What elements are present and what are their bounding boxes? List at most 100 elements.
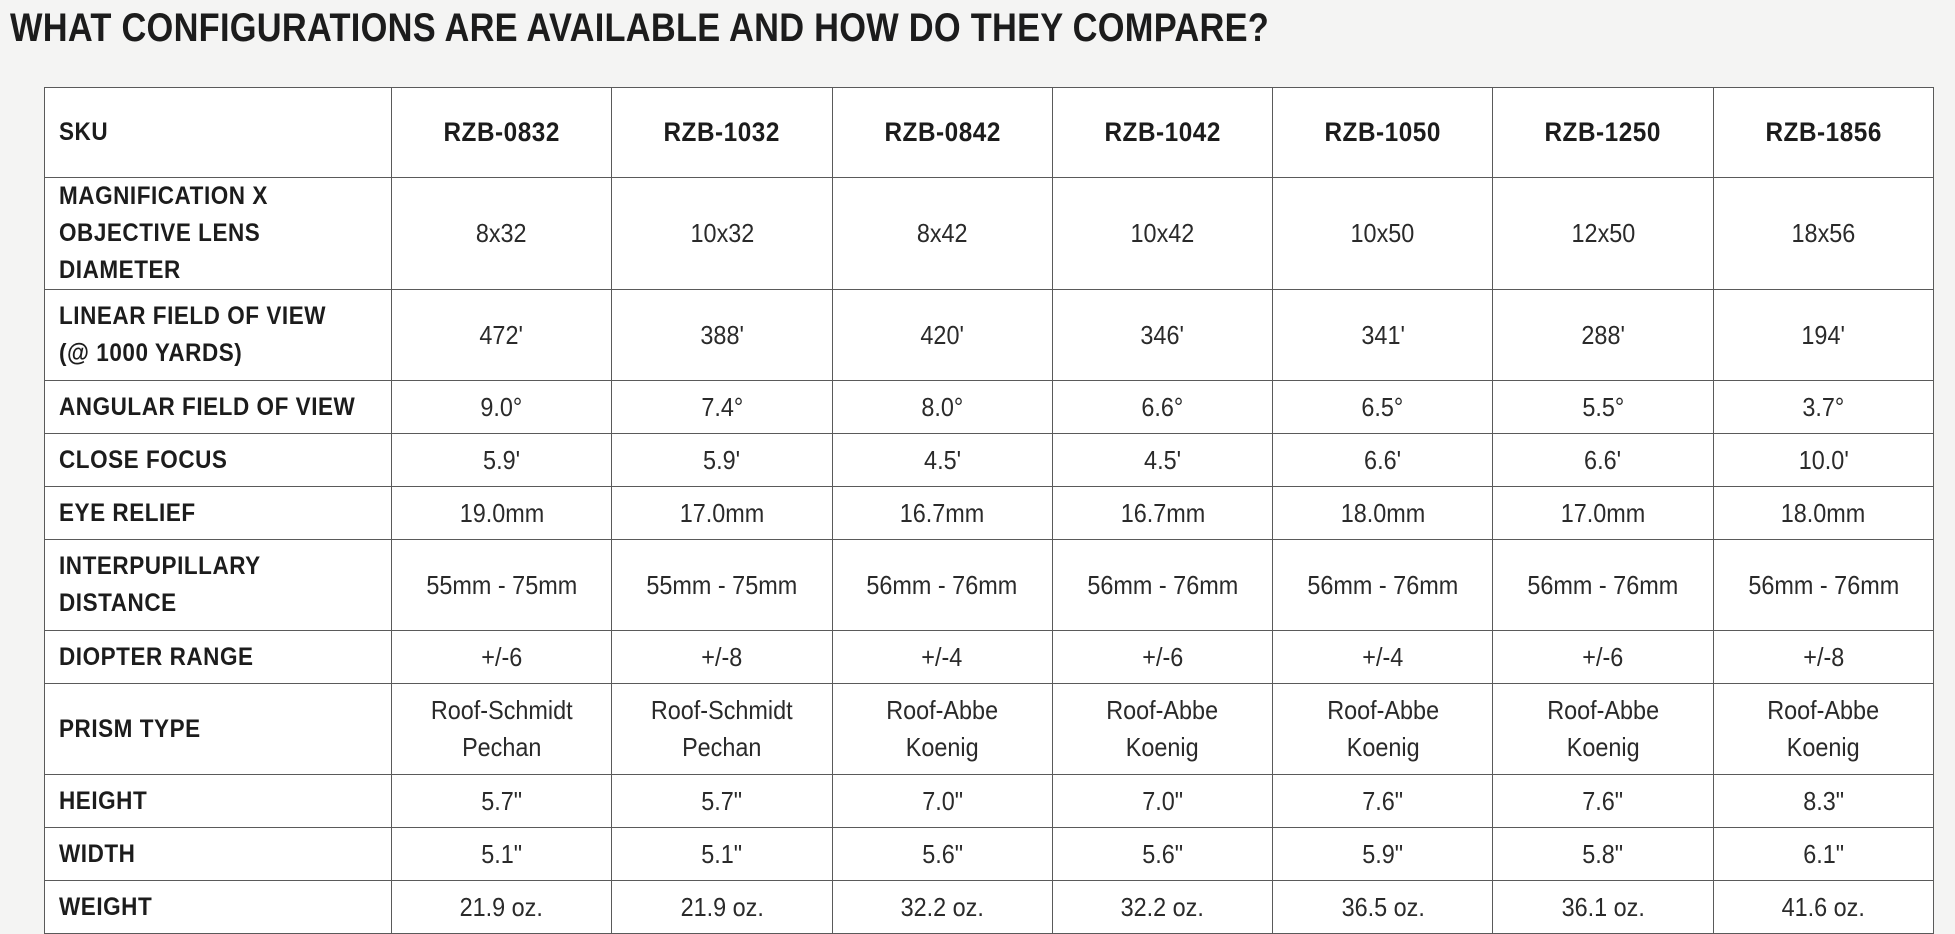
value-cell: 56mm - 76mm: [1051, 539, 1274, 631]
value-cell: 32.2 oz.: [1051, 880, 1274, 934]
value-cell: 5.9': [390, 433, 613, 487]
sku-cell: RZB-1050: [1272, 87, 1494, 178]
value-cell: 472': [390, 289, 613, 381]
row-label-text: DIOPTER RANGE: [59, 642, 254, 671]
value-cell-text: 56mm - 76mm: [1087, 569, 1238, 600]
value-cell-text: 17.0mm: [1560, 497, 1646, 528]
value-cell-text: 5.6": [921, 838, 963, 869]
value-cell-text: 32.2 oz.: [900, 891, 984, 922]
value-cell: 194': [1712, 289, 1935, 381]
value-cell: 10x32: [611, 177, 833, 290]
value-cell-text: 10x50: [1350, 218, 1415, 248]
value-cell-text: +/-8: [701, 641, 743, 672]
value-cell: +/-8: [611, 630, 833, 684]
value-cell: 5.7": [611, 774, 833, 828]
value-cell-text: 18x56: [1791, 218, 1856, 248]
magnification-row: MAGNIFICATION X OBJECTIVE LENS DIAMETER 8…: [44, 177, 1935, 290]
row-label-text: EYE RELIEF: [59, 498, 196, 527]
value-cell: 56mm - 76mm: [1272, 539, 1494, 631]
row-label: INTERPUPILLARY DISTANCE: [44, 539, 392, 631]
value-cell-text: 8x42: [916, 218, 968, 248]
row-label-text: WEIGHT: [59, 892, 153, 921]
value-cell-text: 41.6 oz.: [1781, 891, 1865, 922]
row-label: ANGULAR FIELD OF VIEW: [44, 380, 392, 434]
value-cell: 55mm - 75mm: [611, 539, 833, 631]
value-cell-text: 10.0': [1798, 444, 1849, 475]
value-cell-text: 6.1": [1802, 838, 1844, 869]
value-cell: 4.5': [831, 433, 1053, 487]
value-cell: 21.9 oz.: [611, 880, 833, 934]
value-cell: 388': [611, 289, 833, 381]
value-cell: 17.0mm: [1492, 486, 1714, 540]
value-cell-text: Roof-Abbe Koenig: [1547, 695, 1659, 762]
value-cell-text: 4.5': [1143, 444, 1181, 475]
value-cell-text: 194': [1801, 319, 1846, 350]
value-cell: 341': [1272, 289, 1494, 381]
value-cell-text: +/-4: [921, 641, 963, 672]
sku-cell-text: RZB-1032: [663, 117, 781, 147]
value-cell-text: 5.7": [701, 785, 743, 816]
value-cell: +/-8: [1712, 630, 1935, 684]
sku-cell: RZB-0842: [831, 87, 1053, 178]
value-cell-text: 9.0°: [480, 391, 523, 422]
comparison-table-body: SKU RZB-0832 RZB-1032 RZB-0842 RZB-1042 …: [44, 87, 1935, 934]
sku-cell-text: RZB-1250: [1544, 117, 1662, 147]
value-cell: 7.0": [1051, 774, 1274, 828]
value-cell-text: 5.6": [1142, 838, 1183, 869]
row-label-text: WIDTH: [59, 839, 136, 868]
row-label: DIOPTER RANGE: [44, 630, 392, 684]
value-cell: Roof-Abbe Koenig: [1492, 683, 1714, 775]
sku-cell: RZB-1032: [611, 87, 833, 178]
prism-type-row: PRISM TYPE Roof-Schmidt Pechan Roof-Schmid…: [44, 683, 1935, 775]
value-cell-text: 5.8": [1582, 838, 1624, 869]
row-label: PRISM TYPE: [44, 683, 392, 775]
value-cell-text: 7.6": [1582, 785, 1624, 816]
sku-cell-text: RZB-1856: [1765, 117, 1882, 147]
value-cell-text: 56mm - 76mm: [1527, 569, 1679, 600]
value-cell-text: 8.3": [1802, 785, 1844, 816]
close-focus-row: CLOSE FOCUS 5.9' 5.9' 4.5' 4.5' 6.6' 6.6' 10.0': [44, 433, 1935, 487]
value-cell-text: 32.2 oz.: [1120, 891, 1205, 922]
value-cell-text: 36.5 oz.: [1341, 891, 1425, 922]
value-cell-text: +/-6: [1141, 641, 1183, 672]
value-cell-text: 5.1": [481, 838, 523, 869]
value-cell-text: 55mm - 75mm: [426, 569, 578, 600]
row-label: EYE RELIEF: [44, 486, 392, 540]
value-cell: 6.6°: [1051, 380, 1274, 434]
row-label-text: PRISM TYPE: [59, 714, 201, 743]
row-label: WEIGHT: [44, 880, 392, 934]
sku-cell: RZB-1856: [1712, 87, 1935, 178]
row-label-text: LINEAR FIELD OF VIEW (@ 1000 YARDS): [59, 302, 327, 367]
value-cell: 5.9': [611, 433, 833, 487]
value-cell-text: 420': [920, 319, 964, 350]
value-cell-text: 7.0": [1142, 785, 1183, 816]
value-cell-text: 7.6": [1362, 785, 1404, 816]
sku-cell-text: RZB-1050: [1324, 117, 1441, 147]
value-cell: 6.5°: [1272, 380, 1494, 434]
row-label-text: INTERPUPILLARY DISTANCE: [59, 552, 261, 617]
sku-cell: RZB-1250: [1492, 87, 1714, 178]
value-cell: 7.0": [831, 774, 1053, 828]
value-cell-text: Roof-Schmidt Pechan: [651, 695, 793, 762]
value-cell: 21.9 oz.: [390, 880, 613, 934]
value-cell-text: 18.0mm: [1340, 497, 1426, 528]
sku-cell-text: RZB-0832: [443, 117, 560, 147]
value-cell: 4.5': [1051, 433, 1274, 487]
value-cell: 17.0mm: [611, 486, 833, 540]
value-cell: 56mm - 76mm: [1492, 539, 1714, 631]
value-cell: Roof-Schmidt Pechan: [611, 683, 833, 775]
row-label: WIDTH: [44, 827, 392, 881]
eye-relief-row: EYE RELIEF 19.0mm 17.0mm 16.7mm 16.7mm 18.0mm…: [44, 486, 1935, 540]
value-cell: 56mm - 76mm: [831, 539, 1053, 631]
value-cell-text: 18.0mm: [1781, 497, 1866, 528]
value-cell: Roof-Schmidt Pechan: [390, 683, 613, 775]
value-cell-text: 10x32: [690, 218, 754, 248]
value-cell-text: 7.0": [921, 785, 963, 816]
row-label-text: MAGNIFICATION X OBJECTIVE LENS DIAMETER: [59, 182, 268, 284]
value-cell-text: 8.0°: [921, 391, 964, 422]
value-cell-text: 3.7°: [1802, 391, 1845, 422]
value-cell: 18.0mm: [1712, 486, 1935, 540]
value-cell: 10x50: [1272, 177, 1494, 290]
interpupillary-row: INTERPUPILLARY DISTANCE 55mm - 75mm 55mm -…: [44, 539, 1935, 631]
value-cell: 18.0mm: [1272, 486, 1494, 540]
